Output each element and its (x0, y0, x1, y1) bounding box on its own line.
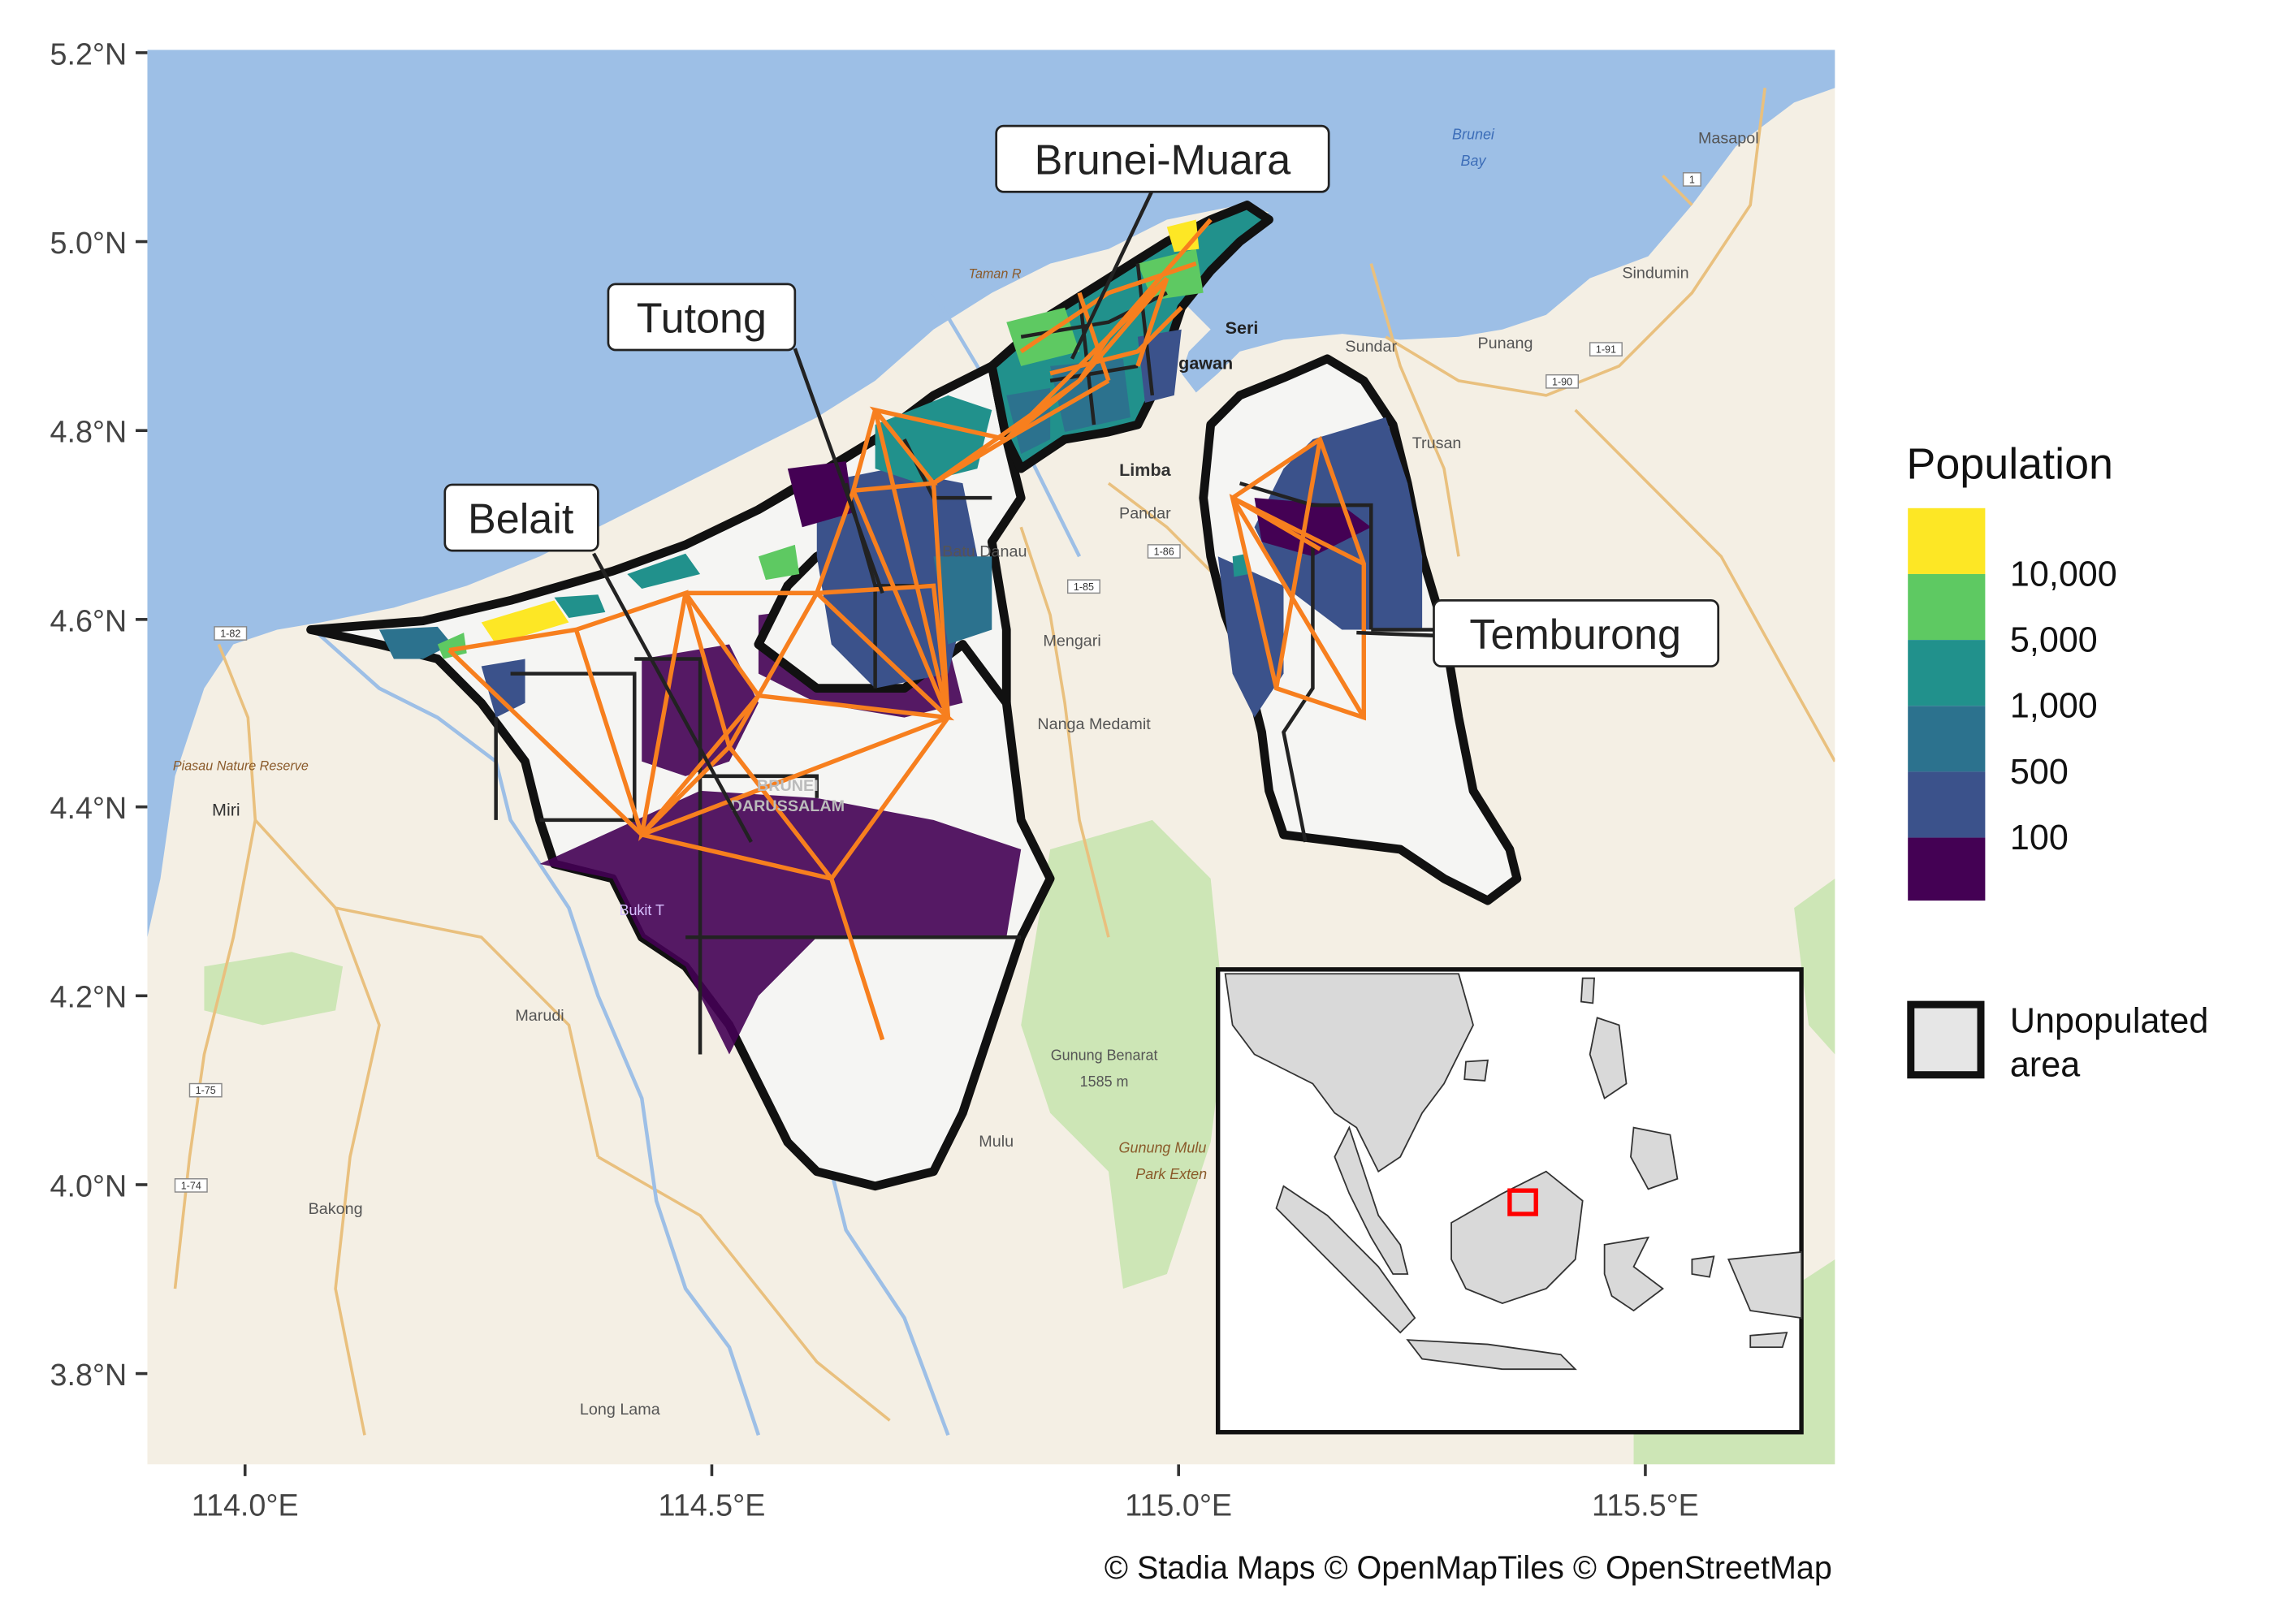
y-tick-label: 5.0°N (50, 227, 128, 261)
map-panel: Brunei Bay Masapol Sindumin Sundar Punan… (147, 50, 1835, 1465)
legend: Population 10,000 5,000 1,000 500 100 Un… (1906, 440, 2208, 1085)
map-label: Mulu (979, 1133, 1014, 1151)
x-tick-label: 114.0°E (192, 1488, 299, 1522)
legend-bin-label: 10,000 (2010, 555, 2117, 594)
road-shield: 1-86 (1154, 546, 1174, 557)
map-label: Punang (1477, 335, 1533, 352)
map-label: Miri (212, 799, 240, 819)
legend-colorbar (1908, 508, 1986, 901)
map-label: Brunei (1452, 126, 1495, 142)
district-label-belait: Belait (468, 495, 574, 542)
park-area (204, 952, 344, 1026)
district-label-brunei-muara: Brunei-Muara (1035, 137, 1291, 184)
pop-patch (554, 594, 606, 619)
map-label: Long Lama (580, 1401, 660, 1419)
map-label: Batu Danau (942, 542, 1027, 560)
legend-bin-label: 1,000 (2010, 687, 2098, 726)
road-shield: 1-75 (196, 1085, 216, 1096)
road-shield: 1-91 (1596, 344, 1616, 356)
x-tick-label: 115.0°E (1125, 1488, 1232, 1522)
roads (173, 87, 1835, 1436)
map-label: Park Exten (1135, 1166, 1207, 1182)
pop-patch (1217, 556, 1284, 718)
legend-bin-label: 100 (2010, 818, 2069, 857)
road-shield: 1-85 (1074, 581, 1094, 593)
map-label: Bay (1461, 153, 1487, 169)
district-label-temburong: Temburong (1469, 611, 1681, 659)
map-label: Masapol (1698, 130, 1759, 148)
map-label: gawan (1178, 352, 1233, 373)
y-tick-label: 4.0°N (50, 1169, 128, 1203)
district-labels: Brunei-Muara Tutong Belait Temburong (443, 124, 1720, 667)
map-label: Nanga Medamit (1037, 715, 1151, 733)
road-shield: 1-90 (1552, 376, 1572, 387)
pop-patch (539, 790, 1022, 1055)
map-label: Seri (1226, 317, 1259, 338)
map-label: DARUSSALAM (731, 797, 845, 815)
legend-title: Population (1906, 440, 2113, 489)
pop-patch (627, 553, 701, 589)
legend-bin-label: 5,000 (2010, 620, 2098, 659)
map-label: Bakong (309, 1200, 363, 1218)
road-shields: 1-82 1-85 1-86 1-75 1-74 1-91 1-90 1 (174, 172, 1701, 1193)
legend-unpopulated-swatch (1907, 1000, 1985, 1079)
legend-unpopulated-label: Unpopulated (2010, 1001, 2208, 1040)
legend-bin-label: 500 (2010, 753, 2069, 792)
sea-area (147, 50, 1835, 938)
pop-patch (378, 626, 452, 659)
y-tick-label: 3.8°N (50, 1358, 128, 1393)
map-label: Bukit T (619, 902, 664, 918)
y-tick-label: 4.4°N (50, 792, 128, 826)
road-shield: 1 (1689, 174, 1695, 185)
pop-patch (933, 556, 992, 645)
district-label-tutong: Tutong (637, 295, 767, 342)
map-label: Taman R (969, 267, 1022, 282)
x-axis: 114.0°E 114.5°E 115.0°E 115.5°E (192, 1464, 1699, 1523)
x-tick-label: 114.5°E (659, 1488, 766, 1522)
label-leaders (592, 189, 1434, 844)
pop-patch (481, 600, 569, 645)
basemap-labels: Brunei Bay Masapol Sindumin Sundar Punan… (173, 126, 1759, 1419)
pop-patch (437, 633, 467, 659)
y-tick-label: 5.2°N (50, 37, 128, 71)
map-label: Piasau Nature Reserve (173, 759, 309, 774)
map-label: Mengari (1043, 632, 1100, 650)
inset-landmasses (1224, 973, 1802, 1371)
y-axis: 5.2°N 5.0°N 4.8°N 4.6°N 4.4°N 4.2°N 4.0°… (50, 37, 148, 1393)
park-area (1021, 819, 1226, 1289)
park-area (1794, 879, 1835, 1055)
map-label: Pandar (1119, 504, 1171, 522)
map-label: Sindumin (1622, 265, 1688, 283)
map-label: 1585 m (1080, 1073, 1129, 1090)
y-tick-label: 4.6°N (50, 604, 128, 638)
map-label: Marudi (515, 1007, 564, 1025)
legend-unpopulated-label: area (2010, 1045, 2081, 1084)
map-label: Gunung Mulu (1119, 1139, 1207, 1155)
road-shield: 1-82 (220, 628, 240, 639)
pop-patch (758, 544, 800, 581)
y-tick-label: 4.8°N (50, 416, 128, 450)
map-label: Sundar (1345, 338, 1397, 356)
inset-map (1215, 967, 1804, 1435)
map-label: Trusan (1412, 434, 1462, 452)
temburong-district (1199, 354, 1522, 905)
y-tick-label: 4.2°N (50, 981, 128, 1015)
road-shield: 1-74 (181, 1180, 201, 1191)
attribution: © Stadia Maps © OpenMapTiles © OpenStree… (1105, 1550, 1832, 1586)
map-label: BRUNEI (757, 777, 819, 795)
x-tick-label: 115.5°E (1592, 1488, 1699, 1522)
map-label: Limba (1119, 460, 1171, 480)
pop-patch (787, 461, 854, 528)
mobility-network (447, 218, 1366, 1041)
inset-study-area-marker (1507, 1188, 1538, 1216)
map-label: Gunung Benarat (1051, 1047, 1158, 1064)
